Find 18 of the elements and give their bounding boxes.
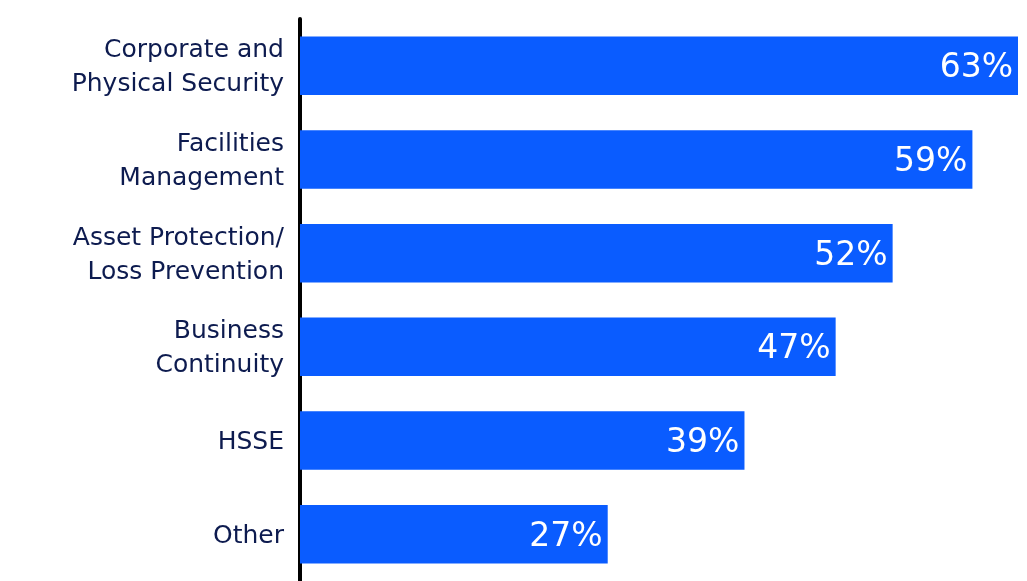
bar (300, 317, 836, 377)
bar (300, 504, 608, 564)
bar (300, 130, 973, 189)
y-tick-label: Asset Protection/ Loss Prevention (72, 221, 285, 285)
y-tick-label: Other (213, 519, 285, 549)
data-label: 27% (529, 514, 603, 554)
y-tick-label: Business Continuity (155, 315, 285, 379)
bar (300, 223, 893, 283)
data-label: 39% (666, 421, 740, 460)
bar (300, 36, 1018, 96)
data-label: 52% (814, 233, 888, 273)
y-tick-label: HSSE (217, 426, 284, 455)
data-label: 63% (939, 46, 1013, 86)
data-label: 47% (757, 327, 831, 367)
y-tick-label: Facilities Management (119, 128, 285, 191)
data-label: 59% (894, 140, 968, 179)
bar (300, 411, 745, 470)
y-tick-label: Corporate and Physical Security (71, 34, 285, 98)
